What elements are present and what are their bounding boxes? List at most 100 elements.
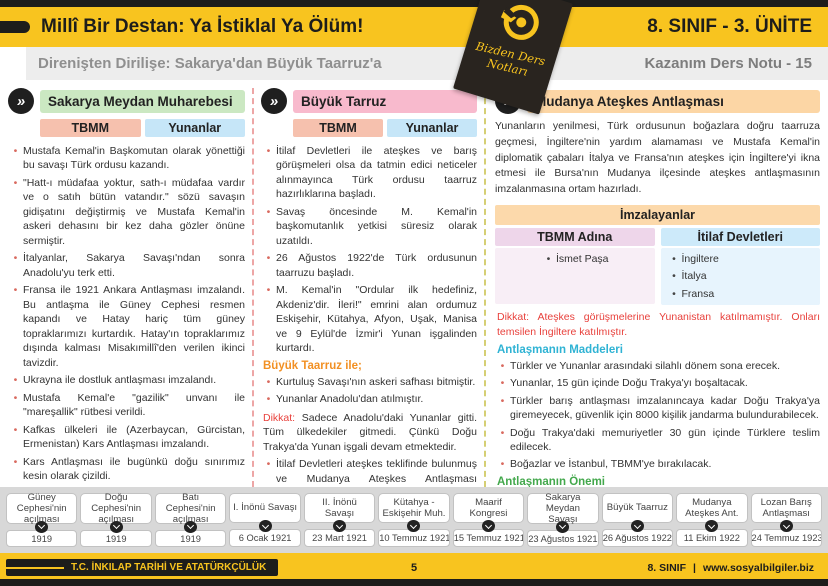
chevron-down-icon (407, 519, 421, 533)
timeline-event-date: 6 Ocak 1921 (229, 529, 301, 547)
sakarya-title: Sakarya Meydan Muharebesi (40, 89, 245, 113)
signers-table: İmzalayanlar TBMM Adına • İsmet Paşa (495, 204, 820, 306)
timeline-event-label: Batı Cephesi'nin açılması (154, 492, 227, 525)
list-item: • Türkler barış antlaşması imzalanıncaya… (495, 394, 820, 423)
list-item: • İtalya (667, 269, 815, 283)
bottom-black-strip (0, 579, 828, 586)
double-chevron-icon: » (8, 88, 34, 114)
tbmm-signers-list: • İsmet Paşa (495, 247, 655, 304)
footer-site-info: 8. SINIF | www.sosyalbilgiler.biz (647, 562, 814, 574)
taarruz-title: Büyük Tarruz (293, 89, 477, 113)
timeline-event-label: Sakarya Meydan Savaşı (527, 492, 599, 525)
bullet-dot: • (13, 176, 18, 189)
list-item: • Türkler ve Yunanlar arasındaki silahlı… (495, 359, 820, 373)
timeline-event-date: 11 Ekim 1922 (676, 529, 748, 547)
bullet-dot: • (266, 393, 271, 406)
top-black-strip (0, 0, 828, 7)
bullet-dot: • (672, 252, 676, 265)
bullet-dot: • (266, 284, 271, 297)
tbmm-cell: TBMM (40, 119, 141, 137)
taarruz-sides-row: TBMM Yunanlar (293, 119, 477, 137)
bullet-dot: • (500, 394, 505, 407)
timeline-event-label: II. İnönü Savaşı (303, 493, 376, 523)
tbmm-cell: TBMM (293, 119, 383, 137)
grade-label: 8. SINIF (647, 562, 686, 574)
footer-bar: T.C. İNKILAP TARİHİ VE ATATÜRKÇÜLÜK 5 8.… (0, 553, 828, 586)
bullet-dot: • (266, 458, 271, 471)
bullet-dot: • (13, 423, 18, 436)
timeline-event-label: Maarif Kongresi (452, 493, 525, 523)
chevron-down-icon (556, 521, 570, 533)
timeline-item: I. İnönü Savaşı 6 Ocak 1921 (229, 493, 301, 547)
chevron-down-icon (630, 519, 644, 533)
timeline-event-label: Kütahya - Eskişehir Muh. (378, 493, 450, 523)
course-name: T.C. İNKILAP TARİHİ VE ATATÜRKÇÜLÜK (71, 562, 267, 573)
timeline-event-date: 10 Temmuz 1921 (378, 529, 450, 547)
bullet-dot: • (546, 252, 551, 265)
timeline-item: Maarif Kongresi 15 Temmuz 1921 (452, 493, 525, 547)
timeline-event-label: Mudanya Ateşkes Ant. (676, 493, 748, 523)
unit-label: 8. SINIF - 3. ÜNİTE (647, 16, 812, 37)
taarruz-bullet-list-3: • İtilaf Devletleri ateşkes teklifinde b… (261, 457, 477, 487)
chevron-down-icon (481, 519, 495, 533)
chevron-down-icon (109, 521, 123, 533)
timeline-event-date: 24 Temmuz 1923 (750, 529, 822, 547)
list-item: • 26 Ağustos 1922'de Türk ordusunun taar… (261, 251, 477, 280)
list-item: • Yunanlar Anadolu'dan atılmıştır. (261, 392, 477, 406)
bullet-dot: • (672, 287, 676, 300)
timeline-event-label: Doğu Cephesi'nin açılması (80, 492, 152, 525)
list-item: • "Hatt-ı müdafaa yoktur, sath-ı müdafaa… (8, 176, 245, 248)
chevron-down-icon (35, 521, 49, 533)
website-url: www.sosyalbilgiler.biz (702, 562, 814, 574)
chevron-down-icon (705, 519, 719, 533)
list-item: • İsmet Paşa (541, 252, 609, 266)
signers-left-column: TBMM Adına • İsmet Paşa (495, 227, 655, 305)
title-dash-icon (0, 21, 30, 33)
bullet-dot: • (13, 391, 18, 404)
bullet-dot: • (500, 458, 505, 471)
chevron-down-icon (258, 519, 272, 533)
timeline-item: Mudanya Ateşkes Ant. 11 Ekim 1922 (676, 493, 748, 547)
list-item: • Doğu Trakya'daki memuriyetler 30 gün i… (495, 426, 820, 455)
bullet-dot: • (500, 377, 505, 390)
title-bar: Millî Bir Destan: Ya İstiklal Ya Ölüm! 8… (0, 7, 828, 47)
content-area: » Sakarya Meydan Muharebesi TBMM Yunanla… (0, 80, 828, 487)
list-item: • Mustafa Kemal'e "gazilik" unvanı ile "… (8, 391, 245, 420)
bullet-dot: • (500, 426, 505, 439)
mudanya-intro: Yunanların yenilmesi, Türk ordusunun boğ… (495, 120, 820, 195)
timeline-event-date: 23 Mart 1921 (303, 529, 376, 547)
list-item: • Kafkas ülkeleri ile (Azerbaycan, Gürci… (8, 423, 245, 452)
timeline-event-label: Lozan Barış Antlaşması (750, 493, 822, 523)
events-timeline: Güney Cephesi'nin açılması 1919 Doğu Cep… (0, 487, 828, 553)
list-item: • İtalyanlar, Sakarya Savaşı'ndan sonra … (8, 251, 245, 280)
list-item: • Boğazlar ve İstanbul, TBMM'ye bırakıla… (495, 457, 820, 471)
taarruz-header: » Büyük Tarruz (261, 88, 477, 114)
bullet-dot: • (266, 375, 271, 388)
mudanya-dikkat-note: Dikkat: Ateşkes görüşmelerine Yunanistan… (497, 311, 820, 338)
list-item: • İtilaf Devletleri ile ateşkes ve barış… (261, 144, 477, 202)
timeline-item: Sakarya Meydan Savaşı 23 Ağustos 1921 (527, 492, 599, 547)
taarruz-subheading: Büyük Taarruz ile; (263, 359, 362, 372)
target-logo-icon (500, 4, 539, 40)
itilaf-header: İtilaf Devletleri (660, 227, 820, 246)
tbmm-adina-header: TBMM Adına (495, 227, 655, 246)
bullet-dot: • (13, 145, 18, 157)
bullet-dot: • (266, 252, 271, 265)
column-mudanya: » Mudanya Ateşkes Antlaşması Yunanların … (486, 88, 820, 487)
list-item: • İtilaf Devletleri ateşkes teklifinde b… (261, 457, 477, 487)
chevron-down-icon (184, 521, 198, 533)
signers-table-header: İmzalayanlar (495, 204, 820, 225)
dikkat-text: Sadece Anadolu'daki Yunanlar gitti. Tüm … (263, 411, 477, 453)
page-subtitle: Direnişten Dirilişe: Sakarya'dan Büyük T… (38, 55, 382, 72)
yunanlar-cell: Yunanlar (144, 119, 245, 137)
list-item: • Yunanlar, 15 gün içinde Doğu Trakya'yı… (495, 376, 820, 390)
list-item: • Mustafa Kemal'in Başkomutan olarak yön… (8, 144, 245, 173)
timeline-event-date: 26 Ağustos 1922 (601, 529, 674, 547)
subtitle-bar: Direnişten Dirilişe: Sakarya'dan Büyük T… (26, 47, 828, 80)
taarruz-bullet-list-2: • Kurtuluş Savaşı'nın askeri safhası bit… (261, 375, 477, 407)
sakarya-sides-row: TBMM Yunanlar (40, 119, 245, 137)
timeline-event-label: I. İnönü Savaşı (229, 493, 301, 523)
brand-badge: Bizden Ders Notları (453, 0, 573, 115)
timeline-item: II. İnönü Savaşı 23 Mart 1921 (303, 493, 376, 547)
